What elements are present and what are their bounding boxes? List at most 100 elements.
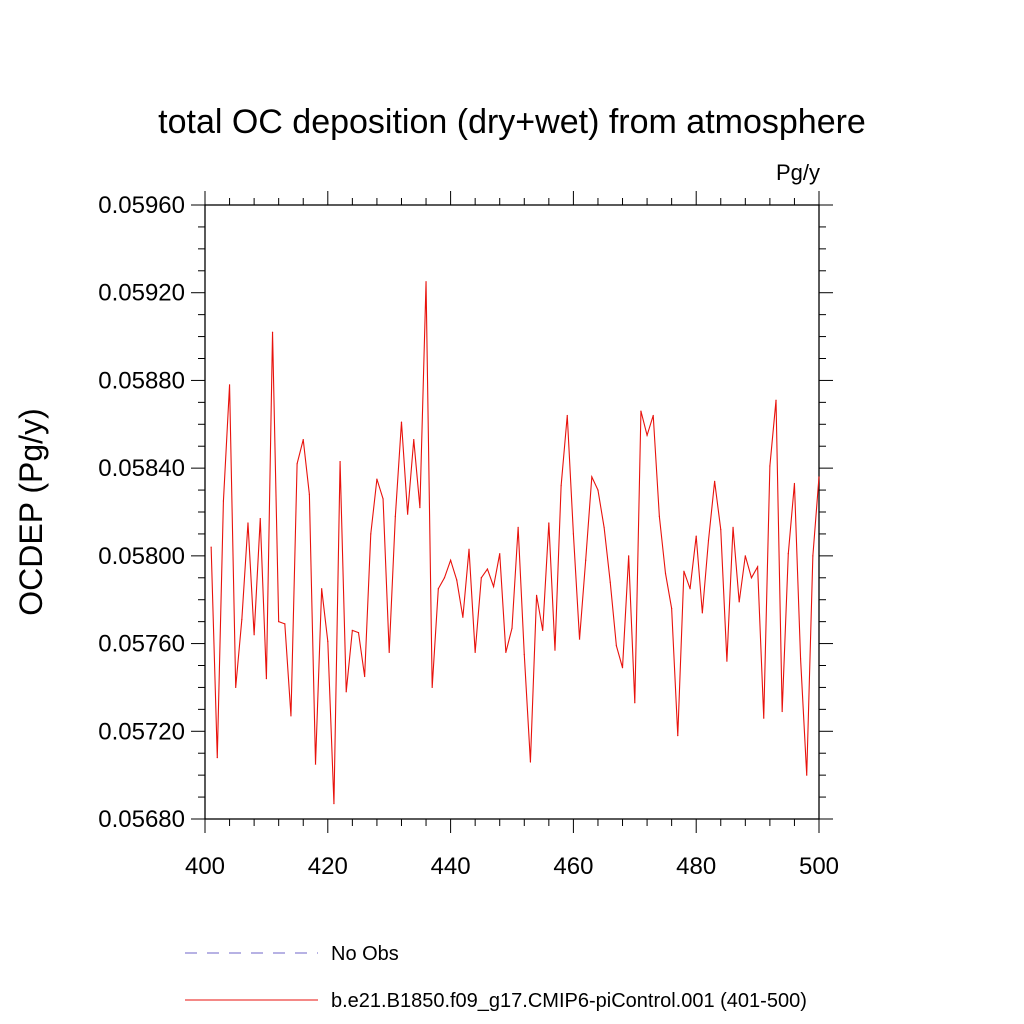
legend-label-series: b.e21.B1850.f09_g17.CMIP6-piControl.001 …	[331, 990, 807, 1012]
data-point	[689, 588, 691, 590]
data-point	[425, 281, 427, 283]
data-point	[364, 675, 366, 678]
chart-title: total OC deposition (dry+wet) from atmos…	[158, 103, 866, 141]
data-point	[321, 588, 323, 590]
data-point	[486, 568, 489, 570]
data-point	[228, 384, 231, 386]
data-point	[535, 594, 538, 596]
data-point	[492, 585, 495, 588]
data-point	[284, 623, 286, 625]
data-point	[652, 414, 654, 417]
data-point	[529, 761, 532, 763]
x-tick-label: 440	[431, 853, 471, 880]
data-point	[222, 500, 225, 502]
x-tick-label: 500	[799, 853, 839, 880]
data-point	[235, 686, 237, 689]
data-point	[542, 629, 544, 632]
y-tick-label: 0.05880	[98, 367, 185, 394]
data-point	[744, 555, 746, 557]
y-tick-label: 0.05920	[98, 280, 185, 307]
data-point	[572, 533, 575, 535]
data-point	[443, 577, 446, 579]
y-tick-label: 0.05720	[98, 718, 185, 745]
data-point	[646, 434, 648, 436]
data-point	[818, 476, 820, 478]
x-tick-label: 480	[676, 853, 716, 880]
legend-label-no-obs: No Obs	[331, 943, 399, 965]
data-point	[726, 660, 728, 662]
y-tick-label: 0.05960	[98, 192, 185, 219]
data-point	[621, 667, 624, 669]
data-point	[763, 717, 765, 719]
data-point	[327, 640, 329, 642]
data-point	[216, 757, 218, 759]
data-point	[615, 645, 617, 647]
data-point	[474, 651, 476, 653]
data-point	[554, 649, 556, 651]
data-point	[806, 774, 808, 776]
data-point	[382, 498, 384, 500]
data-point	[578, 638, 581, 640]
y-tick-label: 0.05680	[98, 806, 185, 833]
data-point	[738, 601, 740, 603]
data-point	[566, 414, 568, 417]
data-point	[720, 528, 722, 531]
data-point	[714, 480, 716, 482]
data-point	[603, 526, 605, 528]
data-point	[271, 331, 274, 333]
x-tick-label: 460	[553, 853, 593, 880]
x-tick-label: 420	[308, 853, 348, 880]
data-point	[591, 476, 593, 478]
data-point	[757, 566, 759, 568]
legend: No Obs b.e21.B1850.f09_g17.CMIP6-piContr…	[185, 943, 807, 1012]
data-point	[462, 616, 464, 618]
data-point	[560, 485, 562, 487]
x-axis-ticks: 400 420 440 460 480 500	[185, 191, 839, 880]
data-point	[609, 581, 611, 583]
data-point	[781, 710, 783, 713]
data-point	[732, 526, 734, 528]
data-point	[302, 439, 304, 441]
data-point	[265, 678, 267, 680]
data-point	[419, 507, 421, 509]
data-point	[253, 634, 255, 636]
plot-frame	[204, 204, 820, 820]
y-tick-label: 0.05800	[98, 543, 185, 570]
data-point	[333, 803, 335, 805]
x-tick-label: 400	[185, 853, 225, 880]
data-point	[523, 653, 525, 656]
data-point	[456, 579, 458, 581]
series-line	[210, 281, 820, 804]
data-point	[394, 515, 396, 517]
data-point	[351, 629, 353, 632]
data-point	[793, 482, 796, 485]
data-point	[413, 439, 415, 441]
data-point	[517, 526, 519, 528]
data-point	[707, 539, 710, 542]
data-point	[505, 651, 507, 653]
data-point	[787, 553, 789, 555]
y-tick-label: 0.05760	[98, 631, 185, 658]
data-point	[499, 553, 501, 555]
data-point	[308, 493, 310, 496]
series-layer	[210, 281, 820, 805]
data-point	[750, 577, 753, 579]
data-point	[388, 651, 390, 653]
data-point	[701, 612, 703, 614]
y-axis-label: OCDEP (Pg/y)	[13, 408, 49, 615]
data-point	[695, 535, 697, 537]
data-point	[480, 577, 482, 579]
data-point	[450, 559, 452, 561]
data-point	[247, 522, 249, 524]
data-point	[296, 463, 298, 465]
data-point	[210, 546, 212, 548]
data-point	[407, 513, 409, 515]
data-point	[640, 410, 642, 412]
data-point	[769, 465, 771, 467]
data-point	[345, 691, 347, 693]
data-point	[437, 588, 439, 590]
data-point	[376, 478, 378, 480]
units-label: Pg/y	[776, 160, 820, 185]
data-point	[339, 460, 341, 463]
data-point	[664, 572, 667, 575]
